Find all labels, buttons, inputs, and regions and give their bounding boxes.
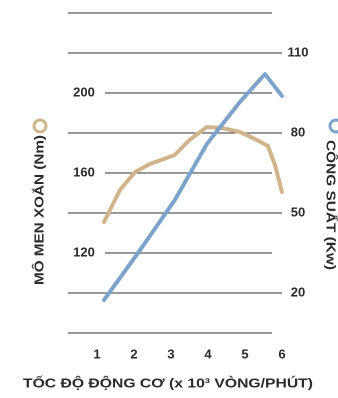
x-tick-label: 6 bbox=[278, 346, 285, 361]
y-axis-label: MÔ MEN XOẮN (Nm) bbox=[31, 135, 46, 285]
x-tick-label: 4 bbox=[204, 346, 212, 361]
y2-tick-label: 110 bbox=[288, 44, 309, 59]
x-axis-label: TỐC ĐỘ ĐỘNG CƠ (x 10³ VÒNG/PHÚT) bbox=[23, 375, 313, 390]
y-tick-label: 120 bbox=[73, 244, 95, 259]
y2-legend-marker bbox=[328, 118, 338, 134]
series-line bbox=[102, 72, 284, 302]
x-tick-label: 1 bbox=[93, 346, 100, 361]
y2-tick-label: 50 bbox=[291, 204, 305, 219]
y2-tick-label: 20 bbox=[291, 284, 305, 299]
y-legend-marker bbox=[32, 118, 48, 134]
y2-axis-label: CÔNG SUẤT (Kw) bbox=[324, 140, 338, 270]
y-tick-label: 160 bbox=[73, 164, 95, 179]
x-tick-label: 5 bbox=[241, 346, 248, 361]
y2-tick-label: 80 bbox=[291, 124, 305, 139]
x-tick-label: 2 bbox=[130, 346, 137, 361]
y-tick-label: 200 bbox=[73, 84, 95, 99]
series-line bbox=[102, 125, 284, 224]
x-tick-label: 3 bbox=[167, 346, 174, 361]
